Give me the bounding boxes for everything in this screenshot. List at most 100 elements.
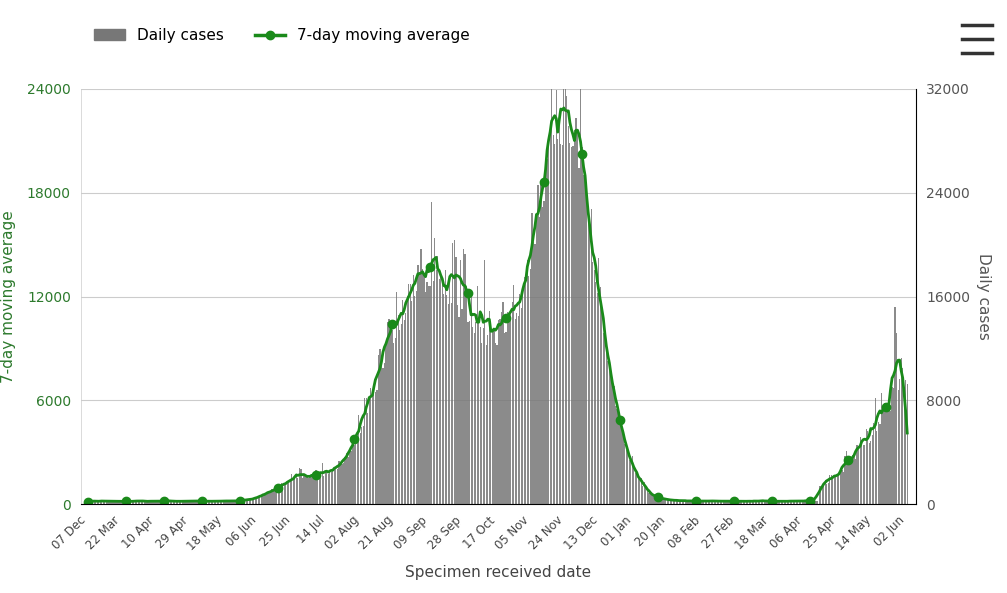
Bar (437, 256, 438, 504)
Bar (750, 502, 751, 504)
Bar (126, 501, 127, 504)
Bar (392, 330, 393, 504)
Y-axis label: Daily cases: Daily cases (976, 253, 991, 340)
Bar (559, 126, 560, 504)
Bar (512, 302, 513, 504)
Bar (393, 343, 394, 504)
Bar (598, 258, 599, 504)
Bar (665, 500, 667, 504)
Bar (577, 132, 578, 504)
Bar (583, 176, 584, 504)
Bar (112, 501, 113, 504)
Bar (138, 500, 139, 504)
Bar (709, 502, 710, 504)
Bar (256, 498, 258, 504)
Bar (671, 500, 673, 504)
Bar (472, 327, 473, 504)
Bar (115, 501, 116, 504)
Bar (330, 472, 332, 504)
Bar (191, 502, 192, 504)
Bar (510, 314, 512, 504)
Bar (844, 456, 846, 504)
Bar (823, 484, 825, 504)
Bar (580, 71, 581, 504)
Bar (396, 292, 397, 504)
Bar (291, 474, 292, 504)
Bar (347, 457, 348, 504)
Bar (147, 501, 148, 504)
Bar (399, 330, 401, 504)
Bar (121, 501, 122, 504)
Bar (691, 501, 692, 504)
Bar (817, 501, 819, 504)
Bar (440, 276, 441, 504)
Bar (767, 501, 768, 504)
Bar (593, 269, 595, 504)
Bar (353, 445, 354, 504)
Bar (135, 502, 136, 504)
Bar (198, 501, 199, 504)
Bar (156, 501, 157, 504)
Bar (153, 500, 154, 504)
Bar (799, 501, 800, 504)
Bar (674, 500, 676, 504)
Bar (272, 489, 273, 504)
Bar (857, 445, 858, 504)
Bar (811, 502, 812, 504)
Bar (219, 501, 220, 504)
Bar (825, 480, 826, 504)
Bar (178, 501, 180, 504)
Bar (266, 495, 267, 504)
Bar (194, 501, 195, 504)
Bar (324, 473, 326, 504)
Bar (846, 451, 847, 504)
Bar (533, 242, 534, 504)
Bar (860, 437, 861, 504)
Bar (478, 318, 479, 504)
Bar (250, 499, 252, 504)
Bar (627, 449, 628, 504)
Bar (335, 468, 336, 504)
Bar (188, 502, 189, 504)
Bar (461, 309, 462, 504)
Bar (381, 364, 382, 504)
Bar (712, 500, 713, 504)
Bar (362, 427, 363, 504)
Y-axis label: 7-day moving average: 7-day moving average (1, 210, 16, 383)
Bar (189, 501, 190, 504)
Bar (753, 501, 754, 504)
Bar (615, 406, 616, 504)
Bar (439, 279, 440, 504)
Bar (673, 500, 674, 504)
Bar (490, 326, 491, 504)
Bar (754, 502, 756, 504)
Bar (497, 320, 499, 504)
Bar (866, 429, 867, 504)
Bar (293, 480, 294, 504)
Bar (796, 501, 797, 504)
Bar (197, 502, 198, 504)
Bar (160, 501, 162, 504)
Bar (411, 301, 413, 504)
Bar (139, 500, 140, 504)
Bar (499, 320, 500, 504)
Bar (802, 502, 803, 504)
Bar (711, 501, 712, 504)
Bar (893, 388, 894, 504)
Bar (535, 244, 536, 504)
Bar (401, 324, 402, 504)
Bar (491, 329, 493, 504)
Bar (697, 500, 698, 504)
Bar (201, 501, 202, 504)
Bar (387, 323, 388, 504)
Bar (311, 475, 312, 504)
Bar (180, 501, 181, 504)
Bar (484, 260, 485, 504)
Bar (299, 468, 300, 504)
Bar (255, 499, 256, 504)
Bar (879, 423, 880, 504)
Bar (780, 502, 781, 504)
Bar (279, 485, 280, 504)
Bar (338, 461, 339, 504)
Bar (186, 501, 187, 504)
